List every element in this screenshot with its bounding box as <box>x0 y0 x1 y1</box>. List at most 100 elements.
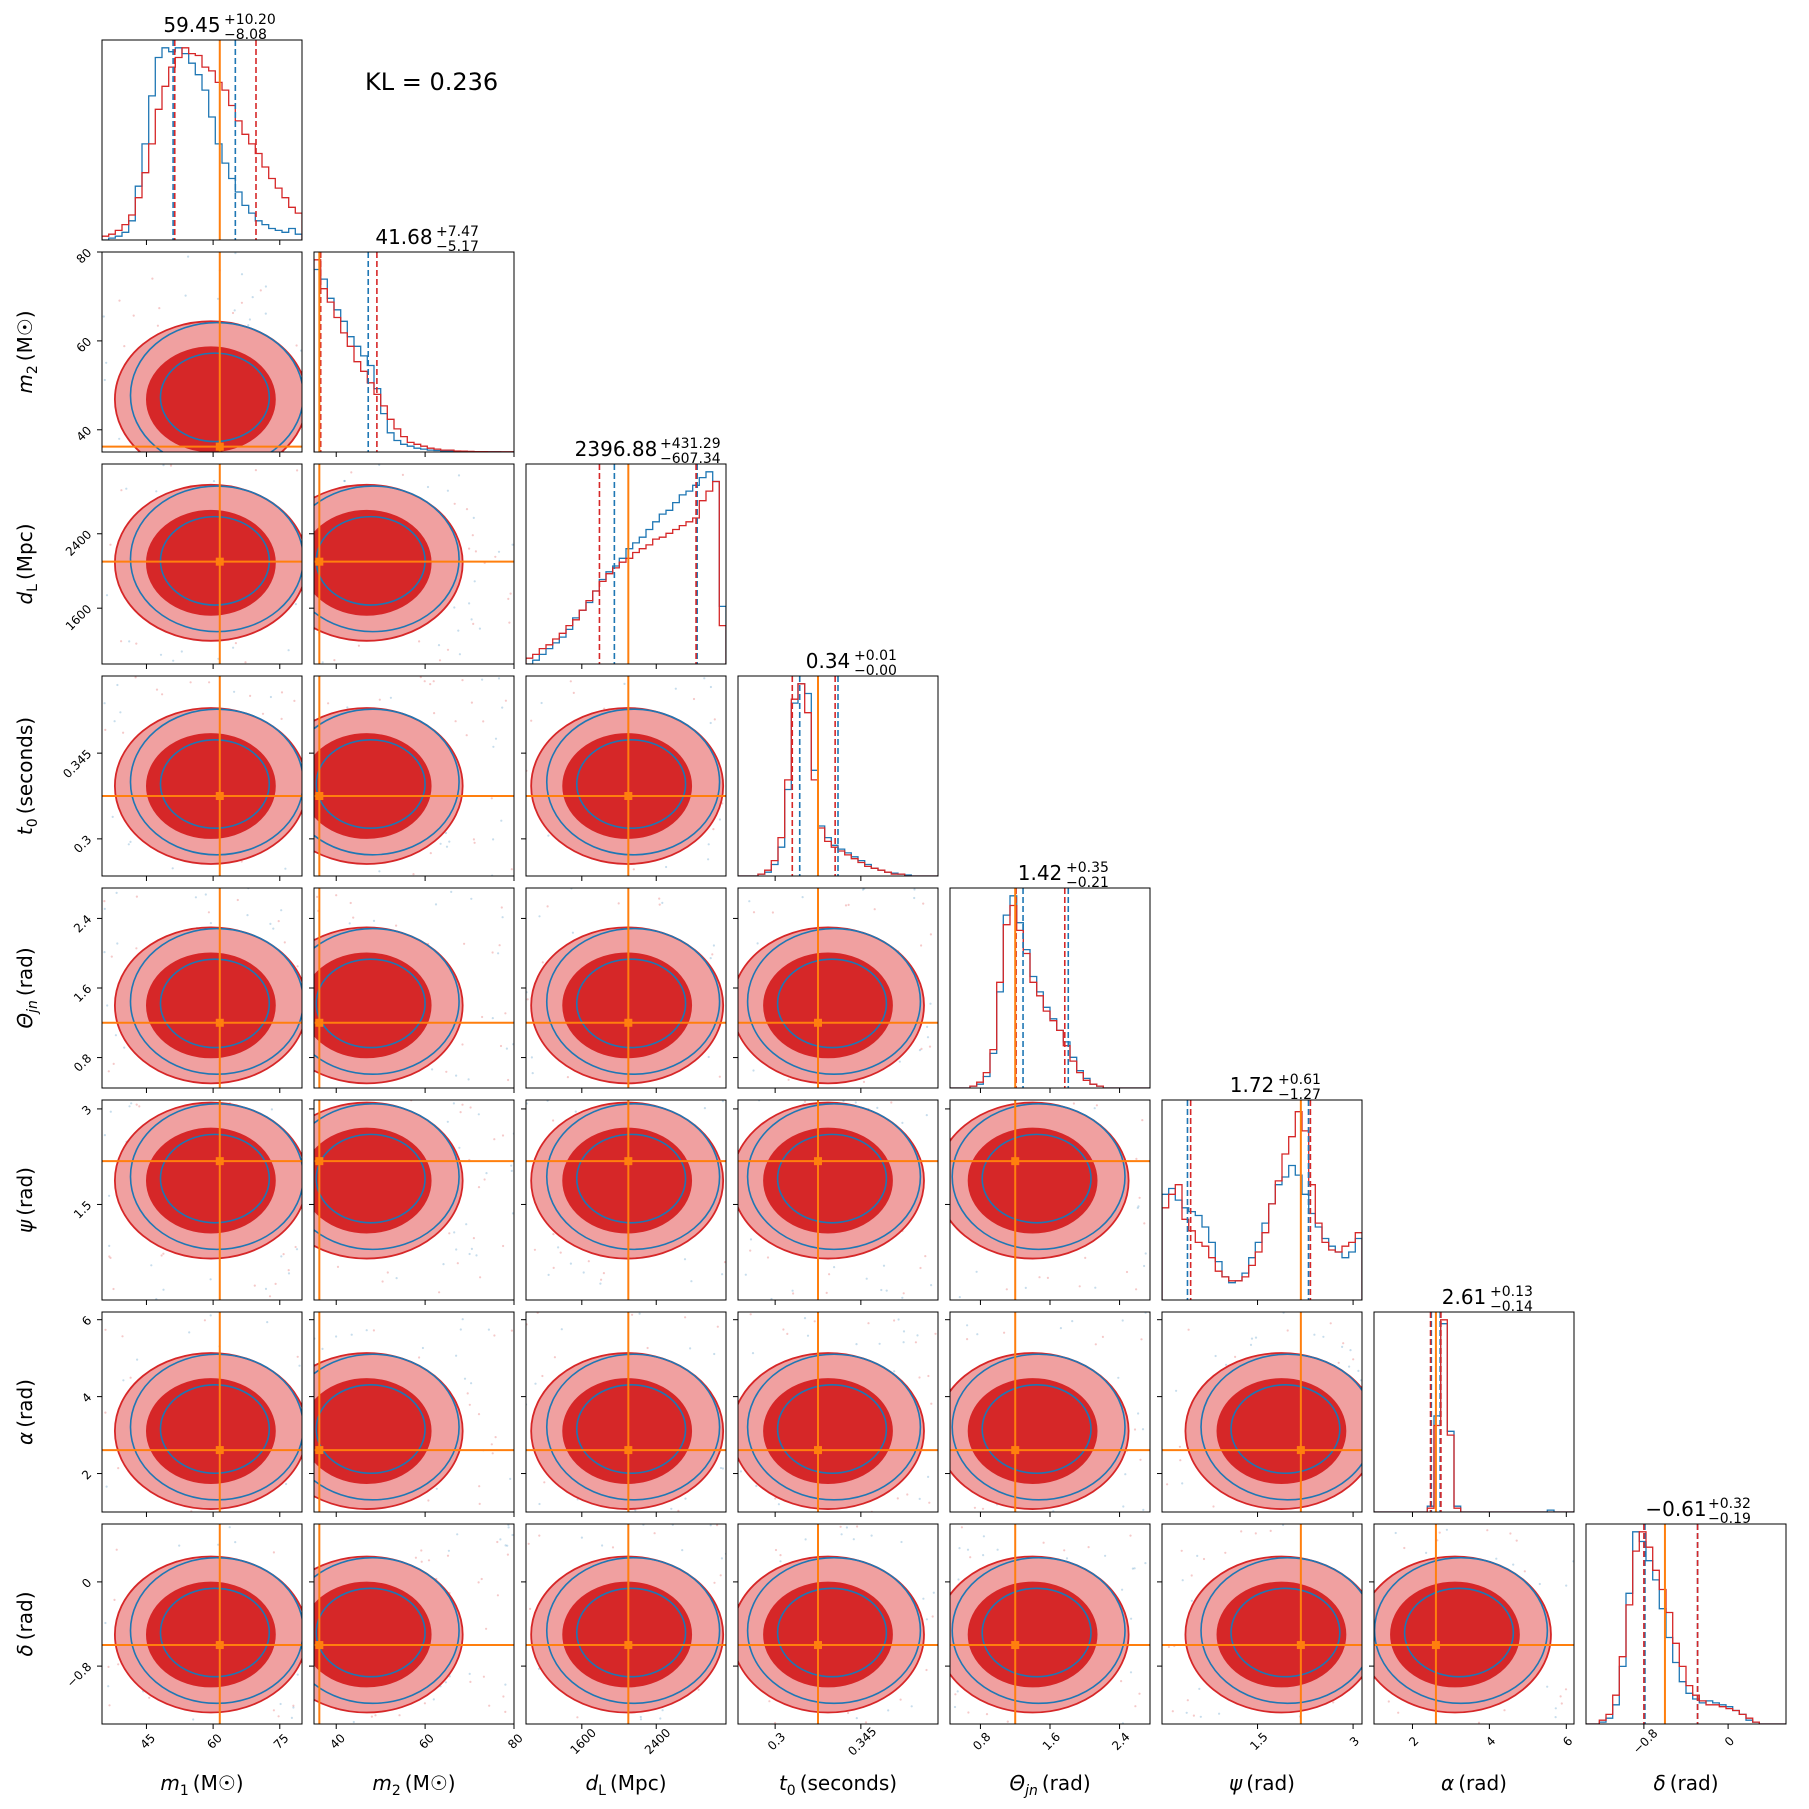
truth-marker <box>1011 1157 1020 1166</box>
hist-reference-6 <box>1374 1323 1574 1512</box>
scatter-point <box>749 1313 752 1316</box>
scatter-point <box>493 1334 496 1337</box>
scatter-point <box>420 1549 423 1552</box>
scatter-point <box>494 1436 497 1439</box>
scatter-point <box>1214 1354 1217 1358</box>
scatter-point <box>192 1718 195 1721</box>
scatter-point <box>901 1296 904 1299</box>
scatter-point <box>386 1271 389 1274</box>
hist-title-plus-3: +0.01 <box>854 648 897 664</box>
truth-marker <box>624 1446 633 1455</box>
scatter-point <box>975 1270 978 1273</box>
x-tick-label-5-1: 3 <box>1347 1734 1362 1749</box>
hist-title-minus-2: −607.34 <box>660 451 721 467</box>
scatter-point <box>268 1295 272 1298</box>
truth-marker <box>624 792 633 800</box>
scatter-point <box>683 1258 687 1261</box>
scatter-point <box>418 640 421 643</box>
scatter-point <box>294 1245 297 1249</box>
scatter-point <box>697 1688 700 1691</box>
scatter-point <box>1087 1546 1090 1549</box>
scatter-point <box>470 618 473 621</box>
scatter-point <box>485 1627 488 1630</box>
pair-cell-5-0: 1.53 <box>71 1099 303 1305</box>
hist-model-3 <box>738 683 938 876</box>
scatter-point <box>806 1334 810 1337</box>
truth-marker <box>1011 1446 1020 1455</box>
contour-reference-inner <box>981 1384 1092 1475</box>
scatter-point <box>491 1452 494 1455</box>
scatter-point <box>1141 1119 1144 1122</box>
hist-title-plus-6: +0.13 <box>1490 1284 1533 1300</box>
scatter-point <box>478 1485 481 1488</box>
scatter-point <box>681 1549 684 1552</box>
scatter-point <box>272 927 275 930</box>
scatter-point <box>865 1277 868 1280</box>
scatter-point <box>913 896 916 900</box>
scatter-point <box>118 299 121 302</box>
scatter-point <box>473 580 476 583</box>
scatter-point <box>653 1532 656 1535</box>
contour-reference-inner <box>315 1384 426 1475</box>
scatter-point <box>770 1297 773 1300</box>
hist-title-2: 2396.88 <box>575 437 658 461</box>
hist-reference-0 <box>102 47 302 240</box>
scatter-point <box>203 1319 206 1322</box>
scatter-point <box>670 1507 673 1510</box>
scatter-point <box>472 838 475 841</box>
scatter-point <box>463 942 466 945</box>
scatter-point <box>429 683 432 686</box>
scatter-point <box>748 900 751 903</box>
hist-model-0 <box>102 47 302 240</box>
scatter-point <box>878 1342 881 1345</box>
scatter-point <box>956 1690 959 1693</box>
scatter-point <box>511 1212 514 1215</box>
cell-frame <box>1161 1099 1363 1301</box>
scatter-point <box>1167 1645 1170 1649</box>
scatter-point <box>475 1254 478 1257</box>
x-tick-label-3-1: 0.345 <box>845 1724 879 1758</box>
scatter-point <box>240 301 243 304</box>
pair-cell-6-4 <box>945 1311 1151 1517</box>
scatter-point <box>352 916 355 919</box>
scatter-point <box>254 469 257 472</box>
scatter-point <box>969 1556 972 1559</box>
scatter-point <box>599 1282 602 1285</box>
scatter-point <box>527 1542 530 1545</box>
scatter-point <box>1565 1584 1568 1587</box>
scatter-point <box>927 1475 930 1478</box>
scatter-point <box>918 1497 921 1500</box>
scatter-point <box>162 1288 165 1291</box>
scatter-point <box>446 648 450 651</box>
contour-reference-outer <box>951 1353 1126 1501</box>
scatter-point <box>1199 1715 1202 1718</box>
hist-cell-2: 2396.88 +431.29−607.34 <box>525 436 727 669</box>
scatter-point <box>684 1316 687 1319</box>
y-axis-label-7: δ (rad) <box>13 1591 37 1656</box>
scatter-point <box>1486 1529 1489 1532</box>
scatter-point <box>1342 1342 1345 1345</box>
scatter-point <box>279 1702 282 1706</box>
scatter-point <box>446 489 449 492</box>
scatter-point <box>844 904 848 907</box>
scatter-point <box>1024 1286 1027 1289</box>
scatter-point <box>119 711 122 714</box>
scatter-point <box>854 1101 857 1104</box>
scatter-point <box>920 1047 923 1050</box>
scatter-point <box>490 1443 493 1446</box>
y-tick-label-1-1: 60 <box>74 335 95 356</box>
scatter-point <box>751 1352 755 1355</box>
contour-reference-inner <box>575 1384 687 1475</box>
truth-marker <box>215 1641 224 1650</box>
scatter-point <box>861 888 865 891</box>
cell-frame <box>313 675 515 877</box>
scatter-point <box>264 312 267 315</box>
contour-model-inner <box>763 1581 893 1688</box>
scatter-point <box>721 1100 725 1103</box>
scatter-point <box>470 1382 473 1385</box>
scatter-point <box>529 1607 532 1610</box>
scatter-point <box>468 602 471 605</box>
hist-cell-0: 59.45 +10.20−8.08 <box>101 12 303 245</box>
scatter-point <box>1171 1710 1174 1713</box>
scatter-point <box>1139 1458 1142 1461</box>
